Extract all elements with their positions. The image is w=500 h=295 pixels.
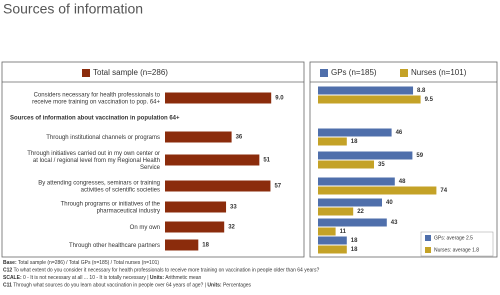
value-label: 43 <box>391 220 398 226</box>
category-label: By attending congresses, seminars or tra… <box>38 180 160 193</box>
category-label: On my own <box>130 225 160 231</box>
bar <box>165 221 225 233</box>
bar <box>165 154 260 166</box>
category-label: Through institutional channels or progra… <box>46 135 160 141</box>
value-label: 74 <box>440 188 447 194</box>
footnote: C12 To what extent do you consider it ne… <box>3 268 319 274</box>
value-label: 48 <box>399 179 406 185</box>
footnote-part: Base: <box>3 260 17 266</box>
legend-label: Nurses: average 1.8 <box>434 247 479 253</box>
value-label: 32 <box>228 225 235 231</box>
value-label: 33 <box>230 205 237 211</box>
footnote: Base: Total sample (n=286) / Total GPs (… <box>3 260 159 266</box>
footnote-part: Arithmetic mean <box>164 275 201 281</box>
legend-swatch <box>400 69 408 77</box>
value-label: 18 <box>202 243 209 249</box>
page-title: Sources of information <box>3 1 143 17</box>
bar <box>318 207 354 216</box>
value-label: 40 <box>386 200 393 206</box>
footnote: C11 Through what sources do you learn ab… <box>3 283 252 289</box>
bar <box>318 151 413 160</box>
bar <box>318 245 347 254</box>
bar <box>165 239 199 251</box>
bar <box>318 95 421 104</box>
section-title: Sources of information about vaccination… <box>10 116 180 122</box>
footnote-part: Through what sources do you learn about … <box>12 283 208 289</box>
legend-swatch <box>425 235 431 241</box>
value-label: 8.8 <box>417 88 426 94</box>
legend-swatch <box>82 69 90 77</box>
left-panel <box>1 61 305 258</box>
footnote-part: 0 - It is not necessary at all ... 10 - … <box>22 275 150 281</box>
bar <box>165 92 272 104</box>
footnote-part: Units: <box>150 275 165 281</box>
footnote-part: Units: <box>207 283 222 289</box>
value-label: 18 <box>351 139 358 145</box>
footnote-part: To what extent do you consider it necess… <box>12 268 319 274</box>
bar <box>318 236 347 245</box>
value-label: 35 <box>378 162 385 168</box>
legend-swatch <box>320 69 328 77</box>
bar <box>318 128 392 137</box>
bar <box>165 131 232 143</box>
right-panel <box>309 61 498 258</box>
value-label: 36 <box>236 135 243 141</box>
bar <box>318 198 382 207</box>
bar <box>318 218 387 227</box>
legend-box <box>420 231 494 257</box>
category-label: Through initiatives carried out in my ow… <box>27 151 160 171</box>
value-label: 22 <box>357 209 364 215</box>
legend-label: Nurses (n=101) <box>411 68 467 77</box>
category-label: Considers necessary for health professio… <box>30 92 160 105</box>
value-label: 18 <box>351 247 358 253</box>
footnote-part: Total sample (n=286) / Total GPs (n=185)… <box>17 260 160 266</box>
bar <box>318 177 395 186</box>
value-label: 11 <box>340 229 347 235</box>
bar <box>318 186 437 195</box>
bar <box>318 160 374 169</box>
footnote-part: Percentages <box>222 283 252 289</box>
value-label: 9.0 <box>275 96 284 102</box>
legend-label: GPs: average 2.5 <box>434 235 473 241</box>
bar <box>318 137 347 146</box>
bar <box>318 227 336 236</box>
legend-label: GPs (n=185) <box>331 68 377 77</box>
bar <box>165 201 227 213</box>
bar <box>318 86 414 95</box>
footnote-part: SCALE: <box>3 275 22 281</box>
category-label: Through programs or initiatives of the p… <box>61 201 161 214</box>
value-label: 18 <box>351 238 358 244</box>
value-label: 9.5 <box>425 97 434 103</box>
value-label: 46 <box>396 130 403 136</box>
legend-swatch <box>425 247 431 253</box>
footnote-part: C11 <box>3 283 12 289</box>
category-label: Through other healthcare partners <box>69 243 160 249</box>
value-label: 51 <box>263 158 270 164</box>
value-label: 57 <box>274 184 281 190</box>
bar <box>165 180 271 192</box>
footnote-part: C12 <box>3 268 12 274</box>
legend-label: Total sample (n=286) <box>93 68 168 77</box>
footnote: SCALE: 0 - It is not necessary at all ..… <box>3 275 202 281</box>
value-label: 59 <box>416 153 423 159</box>
